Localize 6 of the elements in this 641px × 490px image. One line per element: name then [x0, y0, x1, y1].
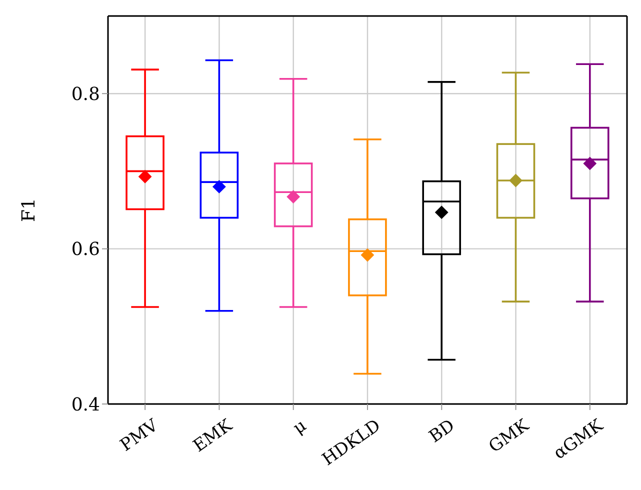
y-axis-title: F1	[18, 198, 40, 222]
x-tick-label: BD	[426, 416, 459, 448]
y-tick-label: 0.6	[71, 239, 100, 260]
x-tick-label: μ	[290, 416, 310, 438]
y-tick-label: 0.4	[71, 394, 100, 416]
y-tick-label: 0.8	[71, 84, 100, 105]
